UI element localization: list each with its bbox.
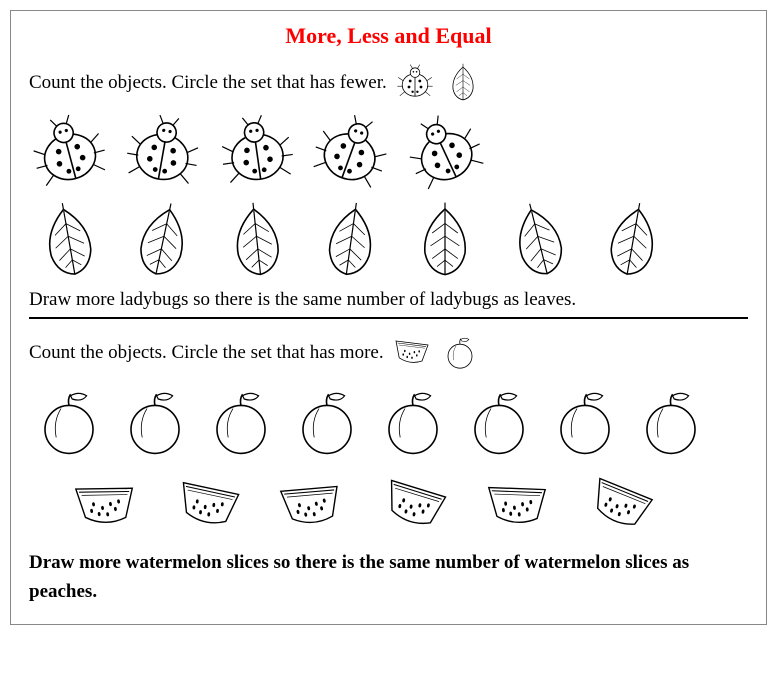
section2-instruction-prefix: Count the objects. Circle the set that h…	[29, 342, 340, 363]
title-text: More, Less and Equal	[285, 23, 491, 48]
leaf-item	[217, 201, 297, 281]
watermelon-item	[574, 471, 669, 541]
peach-item	[29, 383, 109, 463]
watermelon-row	[59, 471, 748, 541]
ladybug-item	[405, 113, 485, 193]
leaf-item	[499, 201, 579, 281]
leaf-row	[29, 201, 748, 281]
ladybug-item	[29, 113, 109, 193]
watermelon-item	[368, 471, 463, 541]
peach-item	[115, 383, 195, 463]
section2-instruction-text: Count the objects. Circle the set that h…	[29, 342, 384, 364]
section1-instruction-text: Count the objects. Circle the set that h…	[29, 72, 387, 94]
ladybug-icon	[395, 63, 435, 103]
section1-followup: Draw more ladybugs so there is the same …	[29, 289, 748, 311]
section1-instruction: Count the objects. Circle the set that h…	[29, 63, 748, 103]
section2-instruction-emphasis: more.	[340, 342, 384, 363]
worksheet-container: More, Less and Equal Count the objects. …	[10, 10, 767, 625]
ladybug-item	[123, 113, 203, 193]
worksheet-title: More, Less and Equal	[29, 23, 748, 49]
ladybug-item	[311, 113, 391, 193]
watermelon-item	[265, 471, 360, 541]
peach-row	[29, 383, 748, 463]
peach-item	[545, 383, 625, 463]
section2-followup: Draw more watermelon slices so there is …	[29, 549, 748, 606]
watermelon-item	[162, 471, 257, 541]
peach-item	[631, 383, 711, 463]
peach-icon	[440, 333, 480, 373]
watermelon-item	[471, 471, 566, 541]
ladybug-row	[29, 113, 748, 193]
section-divider	[29, 317, 748, 319]
ladybug-item	[217, 113, 297, 193]
peach-item	[287, 383, 367, 463]
leaf-item	[311, 201, 391, 281]
section2-instruction: Count the objects. Circle the set that h…	[29, 333, 748, 373]
leaf-item	[29, 201, 109, 281]
leaf-icon	[443, 63, 483, 103]
peach-item	[459, 383, 539, 463]
peach-item	[201, 383, 281, 463]
leaf-item	[123, 201, 203, 281]
leaf-item	[593, 201, 673, 281]
watermelon-icon	[392, 333, 432, 373]
watermelon-item	[59, 471, 154, 541]
leaf-item	[405, 201, 485, 281]
peach-item	[373, 383, 453, 463]
